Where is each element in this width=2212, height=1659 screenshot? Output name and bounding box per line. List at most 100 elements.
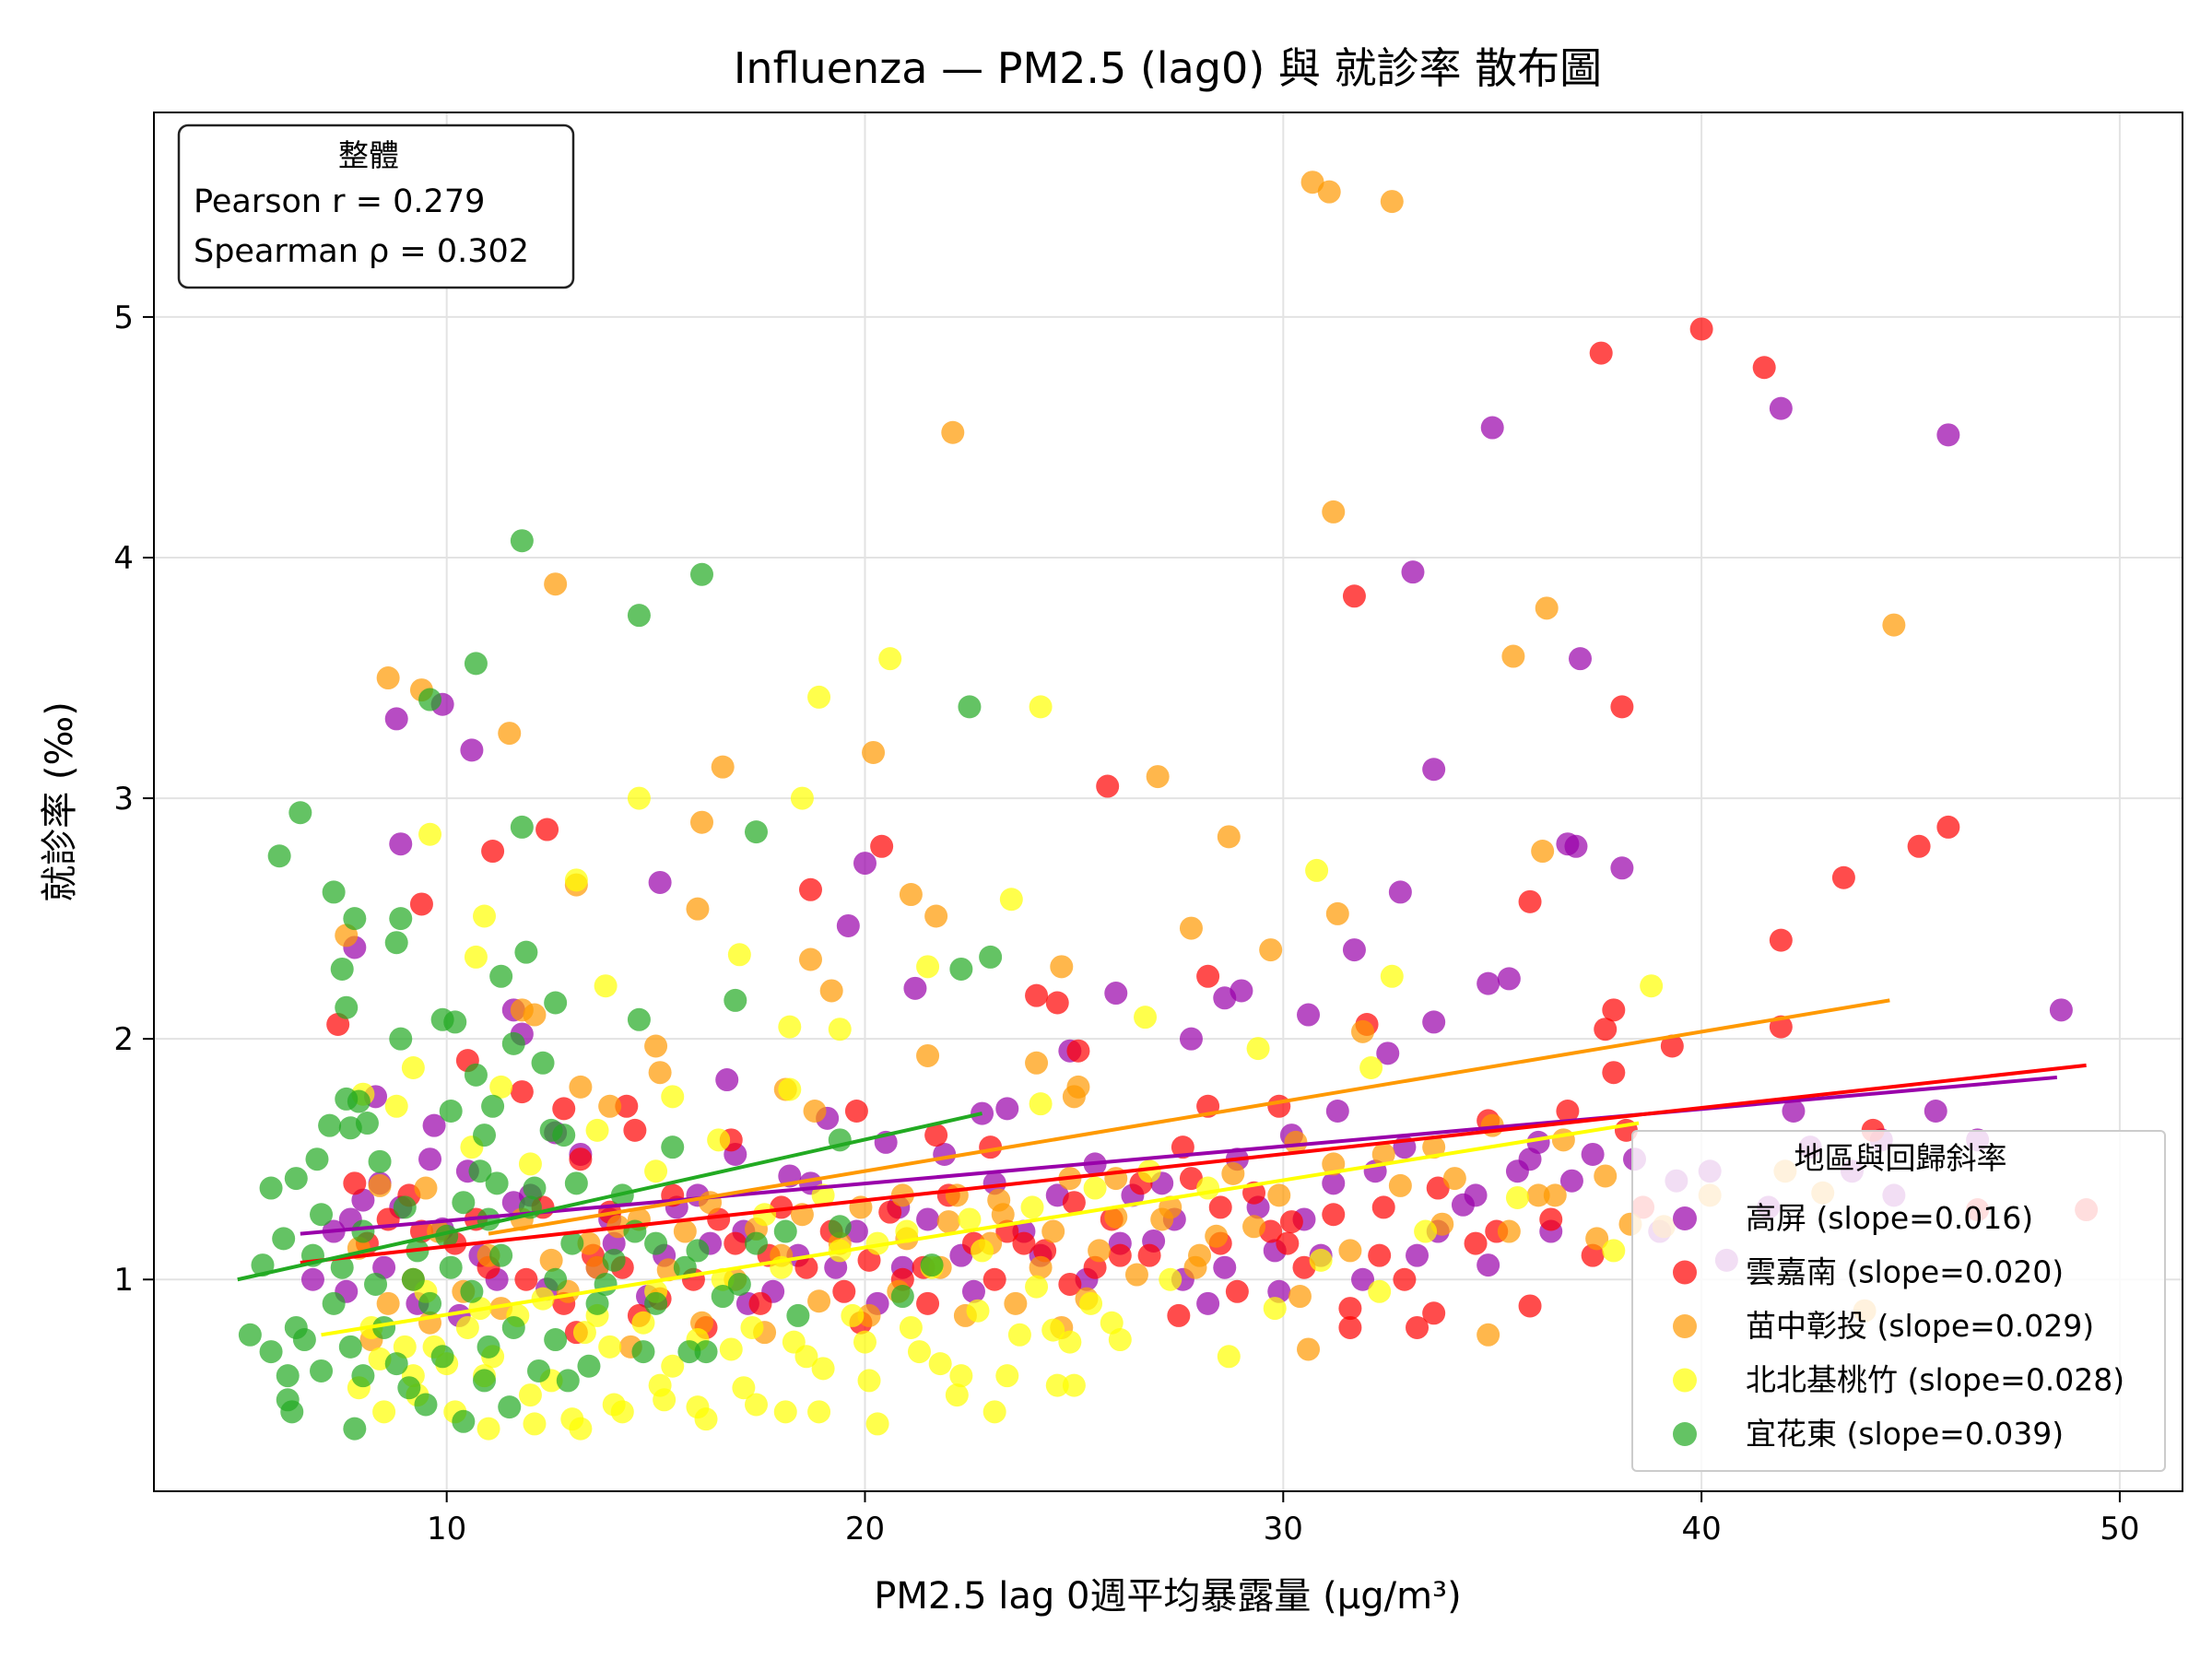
data-point [1594,1164,1618,1188]
y-tick-label: 5 [113,300,134,336]
data-point [1012,1231,1036,1255]
data-point [1096,774,1120,798]
stats-box-title: 整體 [338,137,399,173]
data-point [819,979,843,1003]
data-point [539,1248,563,1272]
data-point [1276,1231,1300,1255]
data-point [238,1323,262,1347]
data-point [310,1359,334,1382]
data-point [1477,1253,1500,1277]
y-tick-label: 3 [113,781,134,818]
data-point [836,913,860,937]
data-point [1029,695,1053,719]
y-axis-label: 就診率 (‰) [39,701,81,902]
data-point [569,1417,593,1441]
data-point [686,897,710,921]
data-point [1477,1323,1500,1347]
data-point [1518,889,1542,913]
data-point [523,1003,547,1027]
data-point [1569,647,1593,671]
data-point [1907,834,1931,858]
data-point [995,1097,1019,1121]
data-point [322,1291,346,1315]
x-tick-label: 30 [1264,1511,1303,1547]
data-point [828,1215,852,1239]
data-point [610,1400,634,1424]
data-point [1146,765,1170,789]
data-point [1376,1041,1400,1065]
data-point [1108,1243,1132,1267]
data-point [556,1369,580,1393]
data-point [397,1376,421,1400]
data-point [724,1231,747,1255]
data-point [1585,1227,1609,1251]
data-point [1297,1337,1321,1361]
data-point [272,1227,296,1251]
data-point [1477,971,1500,995]
data-point [920,1253,944,1277]
data-point [414,1176,438,1200]
data-point [979,945,1003,969]
data-point [335,995,359,1019]
data-point [686,1239,710,1263]
data-point [711,755,735,779]
data-point [1188,1243,1212,1267]
data-point [732,1376,756,1400]
data-point [1769,396,1793,420]
data-point [982,1400,1006,1424]
data-point [627,604,651,628]
data-point [1045,991,1069,1015]
data-point [531,1051,555,1075]
data-point [439,1099,463,1123]
data-point [1025,1051,1049,1075]
data-point [966,1299,990,1323]
data-point [473,1369,497,1393]
data-point [564,868,588,892]
data-point [389,1027,413,1051]
data-point [1263,1297,1287,1321]
data-point [401,1055,425,1079]
data-point [1208,1195,1232,1219]
data-point [1924,1099,1947,1123]
legend-label: 雲嘉南 (slope=0.020) [1746,1254,2064,1290]
data-point [1317,180,1341,204]
data-point [585,1118,609,1142]
data-point [544,572,568,596]
data-point [870,834,894,858]
data-point [1882,613,1906,637]
data-point [916,1207,940,1231]
data-point [564,1171,588,1195]
data-point [527,1359,551,1382]
data-point [778,1015,802,1039]
data-point [1497,967,1521,991]
data-point [1342,938,1366,962]
data-point [1058,1272,1082,1296]
data-point [744,1393,768,1417]
data-point [916,1043,940,1067]
data-point [418,1291,442,1315]
data-point [1602,998,1626,1022]
data-point [865,1412,889,1436]
data-point [1505,1185,1529,1209]
data-point [740,1315,764,1339]
data-point [773,1219,797,1243]
data-point [518,1383,542,1407]
data-point [439,1255,463,1279]
stats-box-frame [177,124,575,289]
data-point [878,647,902,671]
data-point [1589,341,1613,365]
series-group-1 [326,317,2099,1345]
data-point [1007,1323,1031,1347]
data-point [598,1335,622,1359]
data-point [1196,1176,1220,1200]
data-point [689,562,713,586]
data-point [300,1267,324,1291]
data-point [1137,1243,1161,1267]
data-point [1464,1183,1488,1207]
data-point [615,1094,639,1118]
data-point [694,1407,718,1431]
data-point [899,883,923,907]
data-point [552,1097,576,1121]
data-point [1338,1239,1362,1263]
data-point [807,1400,831,1424]
